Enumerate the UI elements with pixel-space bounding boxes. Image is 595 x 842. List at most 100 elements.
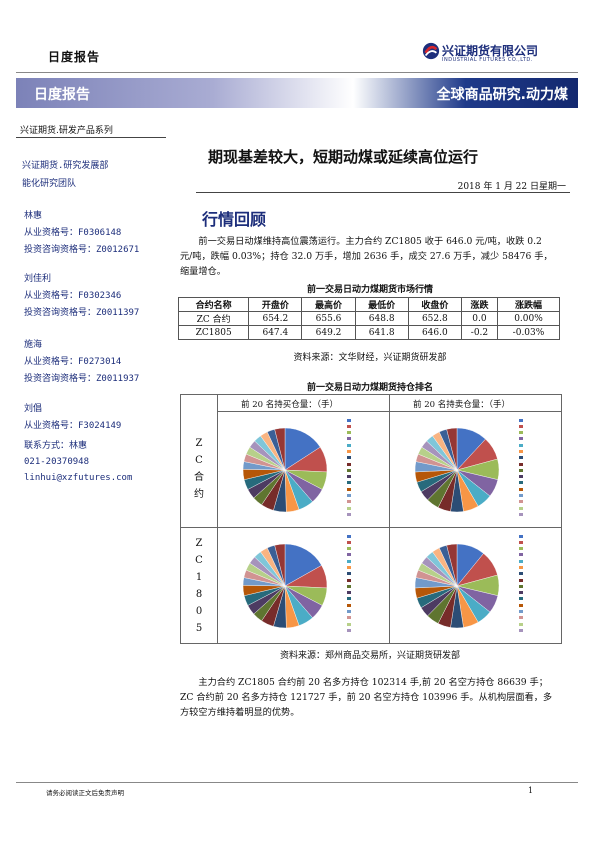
legend-swatch: [519, 493, 524, 499]
main-divider: [196, 192, 570, 193]
legend-swatch: [347, 590, 352, 596]
table-row: ZC1805 647.4 649.2 641.8 646.0 -0.2 -0.0…: [177, 325, 560, 340]
position-ranking-figure: 前 20 名持买仓量：（手） 前 20 名持卖仓量：（手） Z C 合 约 Z …: [180, 394, 562, 644]
position-ranking-title: 前一交易日动力煤期货持仓排名: [306, 383, 433, 393]
row-label-char: 0: [195, 606, 203, 617]
footer-divider: [16, 782, 578, 783]
legend-swatch: [519, 583, 524, 589]
logo-mark-icon: [422, 42, 440, 60]
legend-swatch: [519, 602, 524, 608]
legend-swatch: [519, 558, 524, 564]
row-label-char: Z: [195, 538, 203, 549]
legend-swatch: [519, 539, 524, 545]
analyst-consult-number: 投资咨询资格号：Z0011397: [24, 308, 140, 318]
row-label-char: 5: [195, 623, 203, 634]
header-banner: 日度报告 全球商品研究.动力煤: [16, 78, 578, 108]
grid-line: [217, 395, 218, 643]
legend-swatch: [519, 505, 524, 511]
legend-swatch: [347, 442, 352, 448]
analyst-card: 林惠 从业资格号：F0306148 投资咨询资格号：Z0012671: [24, 208, 139, 259]
legend-swatch: [519, 417, 524, 423]
page-number: 1: [528, 786, 534, 795]
table-header: 涨跌幅: [497, 297, 560, 312]
legend-swatch: [347, 423, 352, 429]
legend-swatch: [347, 436, 352, 442]
legend-swatch: [519, 467, 524, 473]
table-row: ZC 合约 654.2 655.6 648.8 652.8 0.0 0.00%: [177, 311, 560, 326]
legend-swatch: [347, 455, 352, 461]
analyst-card: 刘倡 从业资格号：F3024149: [24, 401, 121, 435]
report-type-label: 日度报告: [48, 50, 101, 64]
table-header: 合约名称: [177, 297, 250, 312]
figure-source: 资料来源：郑州商品交易所，兴证期货研发部: [279, 651, 460, 661]
legend-swatch: [519, 571, 524, 577]
department-name: 兴证期货.研究发展部: [22, 161, 109, 171]
legend-swatch: [347, 546, 352, 552]
legend-swatch: [347, 430, 352, 436]
team-name: 能化研究团队: [22, 179, 77, 189]
legend-swatch: [519, 448, 524, 454]
legend-swatch: [519, 621, 524, 627]
legend-swatch: [347, 467, 352, 473]
report-date: 2018 年 1 月 22 日星期一: [457, 182, 566, 192]
pie-legend: [519, 417, 524, 518]
row-label-char: 1: [195, 572, 203, 583]
logo-text-cn: 兴证期货有限公司: [442, 44, 539, 58]
legend-swatch: [519, 423, 524, 429]
section-title: 行情回顾: [202, 210, 267, 229]
legend-swatch: [519, 480, 524, 486]
pie-row-label: Z C 1 8 0 5: [181, 535, 217, 637]
table-cell: 649.2: [301, 325, 356, 340]
legend-swatch: [519, 609, 524, 615]
contact-email[interactable]: linhui@xzfutures.com: [24, 473, 133, 483]
legend-swatch: [347, 621, 352, 627]
table-header-row: 合约名称 开盘价 最高价 最低价 收盘价 涨跌 涨跌幅: [177, 297, 560, 312]
table-cell: ZC 合约: [177, 311, 250, 326]
table-cell: -0.03%: [497, 325, 560, 340]
pie-chart: [242, 427, 328, 513]
disclaimer-note[interactable]: 请务必阅读正文后免责声明: [46, 789, 124, 797]
pie-chart: [414, 543, 500, 629]
analyst-qualification: 从业资格号：F0306148: [24, 228, 122, 238]
legend-swatch: [347, 577, 352, 583]
report-headline: 期现基差较大，短期动煤或延续高位运行: [208, 148, 479, 166]
market-review-paragraph: 前一交易日动煤维持高位震荡运行。主力合约 ZC1805 收于 646.0 元/吨…: [180, 236, 553, 277]
row-label-char: 合: [194, 472, 204, 483]
legend-swatch: [347, 461, 352, 467]
legend-swatch: [347, 448, 352, 454]
table-cell: -0.2: [460, 325, 499, 340]
table-cell: 0.00%: [497, 311, 560, 326]
legend-swatch: [519, 486, 524, 492]
table-cell: 646.0: [407, 325, 462, 340]
pie-chart: [242, 543, 328, 629]
legend-swatch: [347, 583, 352, 589]
legend-swatch: [519, 499, 524, 505]
table-title: 前一交易日动力煤期货市场行情: [306, 285, 433, 295]
pie-slice: [446, 427, 458, 471]
header-divider: [16, 72, 578, 73]
contact-label: 联系方式：林惠: [24, 441, 88, 451]
legend-swatch: [519, 577, 524, 583]
legend-swatch: [347, 511, 352, 517]
pie-slice: [274, 427, 286, 471]
pie-slice: [446, 543, 458, 587]
legend-swatch: [519, 590, 524, 596]
legend-swatch: [519, 564, 524, 570]
legend-swatch: [519, 442, 524, 448]
table-header: 最低价: [354, 297, 409, 312]
legend-swatch: [347, 615, 352, 621]
analyst-name: 林惠: [24, 211, 43, 221]
legend-swatch: [347, 417, 352, 423]
legend-swatch: [347, 493, 352, 499]
pie-chart: [414, 427, 500, 513]
table-header: 涨跌: [460, 297, 499, 312]
pie-legend: [347, 417, 352, 518]
pie-row-label: Z C 合 约: [181, 435, 217, 503]
pie-column-header: 前 20 名持买仓量：（手）: [241, 400, 338, 410]
legend-swatch: [347, 609, 352, 615]
analyst-qualification: 从业资格号：F0302346: [24, 291, 122, 301]
analyst-name: 刘倡: [24, 404, 43, 414]
pie-legend: [347, 533, 352, 634]
analyst-card: 施海 从业资格号：F0273014 投资咨询资格号：Z0011937: [24, 337, 139, 388]
analyst-card: 刘佳利 从业资格号：F0302346 投资咨询资格号：Z0011397: [24, 271, 139, 322]
